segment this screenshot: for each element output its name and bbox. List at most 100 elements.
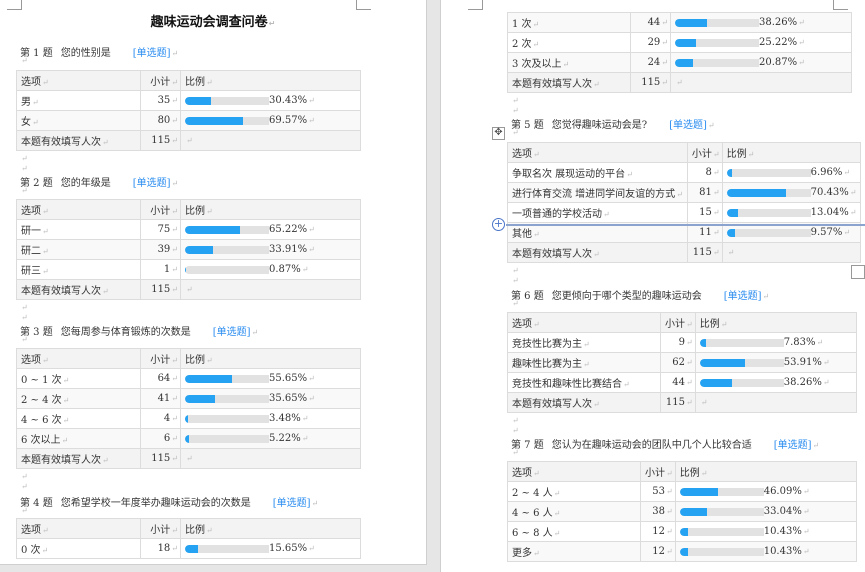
option-label: 4 ~ 6 次 <box>16 408 141 429</box>
question-heading: 第 2 题您的年级是 [单选题] <box>20 174 178 189</box>
table-row: 4 ~ 6 次4 3.48% <box>16 408 361 429</box>
option-label: 其他 <box>507 222 688 243</box>
header-ratio: 比例 <box>721 142 862 163</box>
header-option: 选项 <box>16 70 141 91</box>
progress-bar-fill <box>679 507 708 516</box>
progress-bar <box>699 358 784 367</box>
option-label: 研三 <box>16 259 141 280</box>
header-ratio: 比例 <box>694 312 857 333</box>
option-label: 1 次 <box>507 12 631 33</box>
option-label: 竞技性比赛为主 <box>507 332 661 353</box>
option-count: 8 <box>686 162 723 183</box>
question-heading: 第 1 题您的性别是 [单选题] <box>20 44 178 59</box>
option-label: 2 ~ 4 人 <box>507 481 641 502</box>
option-percent: 33.04% <box>764 506 810 517</box>
option-label: 0 次 <box>16 538 141 559</box>
question-heading: 第 4 题您希望学校一年度举办趣味运动会的次数是 [单选题] <box>20 494 318 509</box>
option-percent: 53.91% <box>784 357 830 368</box>
progress-bar-fill <box>726 228 735 237</box>
table-header-row: 选项小计比例 <box>507 312 857 333</box>
document-title[interactable]: 趣味运动会调查问卷 <box>0 11 426 30</box>
header-count: 小计 <box>140 199 181 220</box>
question-4-table: 1 次44 38.26% 2 次29 25.22% 3 次及以上24 20.87% 本题有效… <box>507 12 852 93</box>
option-percent: 25.22% <box>759 37 805 48</box>
option-label: 竞技性和趣味性比赛结合 <box>507 372 661 393</box>
crop-mark <box>7 0 22 10</box>
table-row: 6 次以上6 5.22% <box>16 428 361 449</box>
option-count: 4 <box>140 408 181 429</box>
question-1-table: 选项小计比例男35 30.43% 女80 69.57% 本题有效填写人次115 <box>16 70 361 151</box>
progress-bar <box>185 374 269 383</box>
option-count: 44 <box>630 12 671 33</box>
table-resize-handle[interactable] <box>851 265 865 279</box>
total-count: 115 <box>140 279 181 300</box>
progress-bar-fill <box>679 487 719 496</box>
header-count: 小计 <box>140 518 181 539</box>
progress-bar <box>726 228 811 237</box>
option-label: 6 次以上 <box>16 428 141 449</box>
progress-bar-fill <box>185 434 190 443</box>
option-count: 29 <box>630 32 671 53</box>
progress-bar-fill <box>679 527 689 536</box>
progress-bar-fill <box>185 225 240 234</box>
option-count: 39 <box>140 239 181 260</box>
option-ratio: 9.57% <box>721 222 862 243</box>
table-row: 1 次44 38.26% <box>507 12 852 33</box>
progress-bar <box>679 487 764 496</box>
question-text: 您觉得趣味运动会是? <box>551 120 648 131</box>
header-option: 选项 <box>16 199 141 220</box>
progress-bar-fill <box>675 18 708 27</box>
question-type-tag: [单选题] <box>213 327 259 338</box>
paragraph-mark <box>511 299 519 308</box>
table-total-row: 本题有效填写人次115 <box>507 392 857 413</box>
progress-bar-fill <box>185 414 188 423</box>
paragraph-mark <box>20 186 28 195</box>
question-number: 第 5 题 <box>511 120 544 131</box>
option-ratio: 69.57% <box>180 110 361 131</box>
question-type-tag: [单选题] <box>774 440 820 451</box>
option-count: 24 <box>630 52 671 73</box>
option-count: 62 <box>660 352 696 373</box>
total-label: 本题有效填写人次 <box>507 72 631 93</box>
paragraph-mark <box>20 154 28 163</box>
table-row: 0 次18 15.65% <box>16 538 361 559</box>
paragraph-mark <box>511 106 519 115</box>
option-percent: 65.22% <box>269 224 315 235</box>
question-text: 您的性别是 <box>60 48 111 59</box>
total-label: 本题有效填写人次 <box>507 392 661 413</box>
option-ratio: 15.65% <box>180 538 361 559</box>
option-count: 75 <box>140 219 181 240</box>
option-label: 一项普通的学校活动 <box>507 202 688 223</box>
table-move-handle-icon[interactable]: ✥ <box>492 127 505 140</box>
option-percent: 69.57% <box>269 115 315 126</box>
option-count: 15 <box>686 202 723 223</box>
option-percent: 38.26% <box>759 17 805 28</box>
total-count: 115 <box>686 242 723 263</box>
option-count: 9 <box>660 332 696 353</box>
paragraph-mark <box>20 164 28 173</box>
header-count: 小计 <box>140 348 181 369</box>
table-row: 研二39 33.91% <box>16 239 361 260</box>
add-row-icon[interactable]: + <box>492 217 505 231</box>
crop-mark <box>356 0 371 10</box>
option-percent: 35.65% <box>269 393 315 404</box>
question-number: 第 1 题 <box>20 48 53 59</box>
option-percent: 15.65% <box>269 543 315 554</box>
option-ratio: 10.43% <box>674 521 857 542</box>
total-empty <box>694 392 857 413</box>
paragraph-mark <box>511 266 519 275</box>
paragraph-mark <box>20 506 28 515</box>
option-count: 12 <box>640 541 676 562</box>
option-ratio: 38.26% <box>670 12 852 33</box>
question-text: 您认为在趣味运动会的团队中几个人比较合适 <box>551 440 752 451</box>
header-ratio: 比例 <box>674 461 857 482</box>
table-header-row: 选项小计比例 <box>507 461 857 482</box>
paragraph-mark <box>20 56 28 65</box>
paragraph-mark <box>20 472 28 481</box>
option-ratio: 30.43% <box>180 90 361 111</box>
option-percent: 30.43% <box>269 95 315 106</box>
total-label: 本题有效填写人次 <box>16 279 141 300</box>
option-ratio: 6.96% <box>721 162 862 183</box>
option-ratio: 3.48% <box>180 408 361 429</box>
progress-bar <box>185 394 269 403</box>
